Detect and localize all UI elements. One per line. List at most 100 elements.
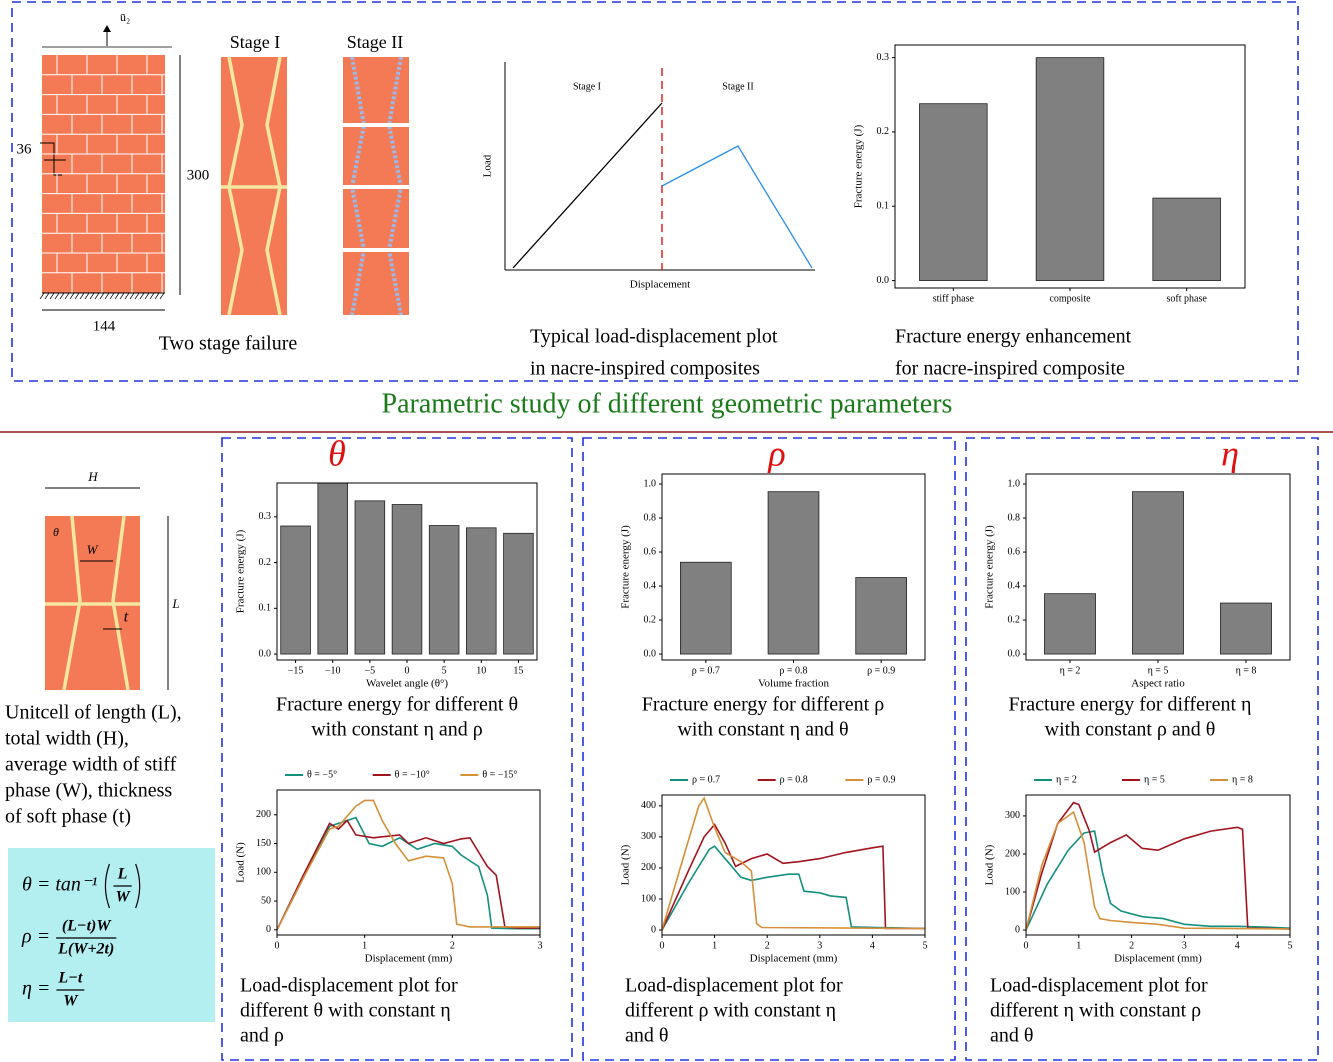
x-tick-label: 2 xyxy=(450,940,455,951)
x-tick-label: −10 xyxy=(325,665,341,676)
formula-lhs: η = xyxy=(22,978,50,1000)
y-tick-label: 200 xyxy=(641,862,656,873)
y-axis-label: Load (N) xyxy=(620,844,632,885)
hatch xyxy=(84,292,90,300)
bar xyxy=(317,483,348,655)
caption: for nacre-inspired composite xyxy=(895,358,1125,380)
hatch xyxy=(54,292,60,300)
eta-box xyxy=(965,437,1319,1061)
formula-den: W xyxy=(115,889,131,906)
y-tick-label: 0.0 xyxy=(1008,648,1021,659)
legend-label: ρ = 0.7 xyxy=(692,774,720,785)
bar xyxy=(503,532,534,655)
x-tick-label: 3 xyxy=(1182,940,1187,951)
y-tick-label: 0.2 xyxy=(1008,614,1021,625)
y-tick-label: 100 xyxy=(1005,886,1020,897)
series-line xyxy=(662,845,925,931)
x-tick-label: ρ = 0.9 xyxy=(867,665,895,676)
caption: Load-displacement plot for xyxy=(625,975,843,997)
stage-label: Stage I xyxy=(573,81,601,92)
caption: with constant η and ρ xyxy=(311,719,483,741)
series-line xyxy=(662,796,925,931)
series-line xyxy=(1026,810,1290,931)
bar xyxy=(1044,593,1096,655)
x-tick-label: 4 xyxy=(870,940,875,951)
hatch xyxy=(159,292,165,300)
formula-lhs: θ = tan⁻¹ xyxy=(22,874,97,896)
x-axis-label: Displacement (mm) xyxy=(1114,953,1202,965)
hatch xyxy=(64,292,70,300)
x-tick-label: 15 xyxy=(513,665,523,676)
series-line xyxy=(1026,830,1290,931)
dim-line xyxy=(40,142,62,176)
x-tick-label: 0 xyxy=(1024,940,1029,951)
y-tick-label: 0.8 xyxy=(644,512,657,523)
x-tick-label: soft phase xyxy=(1167,293,1208,304)
x-axis-label: Displacement (mm) xyxy=(365,953,453,965)
y-axis-label: Fracture energy (J) xyxy=(235,529,247,613)
y-tick-label: 300 xyxy=(641,831,656,842)
legend-label: θ = −10° xyxy=(395,769,430,780)
x-tick-label: 4 xyxy=(1235,940,1240,951)
caption: total width (H), xyxy=(5,728,129,750)
series-line xyxy=(1026,801,1290,931)
y-tick-label: 0.4 xyxy=(1008,580,1021,591)
bar xyxy=(466,527,497,655)
x-tick-label: stiff phase xyxy=(933,293,975,304)
caption: and ρ xyxy=(240,1025,284,1047)
y-tick-label: 0 xyxy=(1015,924,1020,935)
y-axis-label: Fracture energy (J) xyxy=(853,124,865,208)
y-tick-label: 200 xyxy=(1005,848,1020,859)
y-tick-label: 0.0 xyxy=(877,275,890,286)
y-tick-label: 0.2 xyxy=(644,614,657,625)
hatch xyxy=(144,292,150,300)
y-tick-label: 0.6 xyxy=(1008,546,1021,557)
y-tick-label: 0.4 xyxy=(644,580,657,591)
hatch xyxy=(49,292,55,300)
bar xyxy=(391,504,423,655)
hatch xyxy=(99,292,105,300)
x-tick-label: 2 xyxy=(765,940,770,951)
x-axis-label: Wavelet angle (θ°) xyxy=(366,678,448,690)
x-tick-label: 0 xyxy=(660,940,665,951)
x-tick-label: ρ = 0.7 xyxy=(692,665,720,676)
hatch xyxy=(89,292,95,300)
hatch xyxy=(59,292,65,300)
y-axis-label: Fracture energy (J) xyxy=(984,525,996,609)
x-tick-label: 3 xyxy=(538,940,543,951)
bar xyxy=(428,525,460,655)
y-tick-label: 300 xyxy=(1005,810,1020,821)
x-axis-label: Displacement xyxy=(630,279,690,291)
dim-label: H xyxy=(87,469,98,484)
legend-label: η = 2 xyxy=(1056,774,1077,785)
legend-label: θ = −15° xyxy=(482,769,517,780)
x-tick-label: 1 xyxy=(1076,940,1081,951)
hatch xyxy=(94,292,100,300)
bar xyxy=(1035,57,1105,281)
legend-label: ρ = 0.9 xyxy=(867,774,895,785)
y-tick-label: 150 xyxy=(256,838,271,849)
formula-lhs: ρ = xyxy=(21,926,50,948)
series-line xyxy=(662,823,925,931)
y-axis-label: Load (N) xyxy=(984,844,996,885)
dim-label: 36 xyxy=(17,141,33,157)
caption: Load-displacement plot for xyxy=(990,975,1208,997)
plot-frame xyxy=(894,44,1246,289)
legend-label: η = 8 xyxy=(1232,774,1253,785)
x-tick-label: η = 2 xyxy=(1060,665,1081,676)
dim-label: 300 xyxy=(187,167,210,183)
soft-phase xyxy=(111,515,130,691)
hatch xyxy=(124,292,130,300)
caption: Typical load-displacement plot xyxy=(530,326,778,348)
x-tick-label: 3 xyxy=(817,940,822,951)
x-tick-label: −5 xyxy=(365,665,376,676)
failure-diagram: ū₂ 300 144 36 Stage I Stage II Two stage… xyxy=(17,10,409,355)
bar xyxy=(1132,491,1184,655)
arrow-head xyxy=(103,25,111,32)
section-title: Parametric study of different geometric … xyxy=(382,388,953,419)
caption: Load-displacement plot for xyxy=(240,975,458,997)
caption: with constant ρ and θ xyxy=(1045,719,1216,741)
legend-label: ρ = 0.8 xyxy=(780,774,808,785)
hatch xyxy=(79,292,85,300)
formula-den: W xyxy=(63,993,79,1010)
